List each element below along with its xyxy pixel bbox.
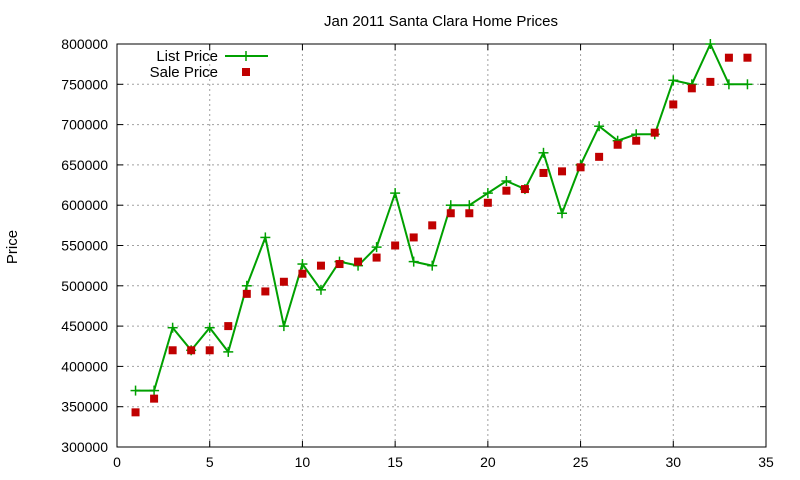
sale-price-point (335, 260, 344, 269)
sale-price-point (316, 261, 325, 270)
x-tick-label: 0 (113, 454, 121, 470)
sale-price-point (520, 185, 529, 194)
list-price-point (167, 322, 178, 333)
x-tick-label: 5 (206, 454, 214, 470)
plot-frame (116, 43, 767, 448)
sale-price-point (224, 322, 233, 331)
sale-price-point (576, 163, 585, 172)
list-price-point (278, 321, 289, 332)
list-price-point (464, 200, 475, 211)
x-tick-label: 35 (758, 454, 774, 470)
y-tick-label: 300000 (61, 439, 108, 455)
axis-ticks: 0 5 10 15 20 25 30 35 300000 350000 400000 450000 50… (61, 36, 774, 470)
legend-label: Sale Price (150, 64, 218, 81)
chart-title: Jan 2011 Santa Clara Home Prices (324, 13, 558, 30)
y-tick-label: 600000 (61, 197, 108, 213)
list-price-point (130, 385, 141, 396)
list-price-point (427, 260, 438, 271)
x-tick-label: 15 (387, 454, 403, 470)
sale-price-point (409, 233, 418, 242)
y-tick-label: 500000 (61, 278, 108, 294)
list-price-point (204, 322, 215, 333)
x-tick-label: 30 (665, 454, 681, 470)
list-price-point (445, 200, 456, 211)
sale-price-point (205, 346, 214, 355)
list-price-point (297, 259, 308, 270)
sale-price-point (650, 128, 659, 137)
list-price-point (482, 188, 493, 199)
list-price-point (390, 188, 401, 199)
sale-price-point (187, 346, 196, 355)
list-price-point (742, 79, 753, 90)
y-axis-label: Price (4, 230, 21, 264)
x-tick-label: 20 (480, 454, 496, 470)
list-price-point (260, 232, 271, 243)
legend-plus-marker (241, 51, 251, 61)
list-price-point (723, 79, 734, 90)
list-price-point (501, 176, 512, 187)
sale-price-point (372, 253, 381, 262)
sale-price-point (428, 221, 437, 230)
list-price-point (408, 256, 419, 267)
legend-square-marker (242, 68, 250, 76)
sale-price-point (539, 168, 548, 177)
sale-price-point (632, 136, 641, 145)
list-price-point (557, 208, 568, 219)
list-price-point (705, 39, 716, 49)
series (130, 39, 753, 417)
list-price-point (371, 242, 382, 253)
sale-price-point (391, 241, 400, 250)
sale-price-point (242, 289, 251, 298)
list-price-point (315, 284, 326, 295)
sale-price-point (502, 186, 511, 195)
x-tick-label: 25 (573, 454, 589, 470)
grid (117, 44, 766, 447)
sale-price-point (613, 140, 622, 149)
sale-price-point (687, 84, 696, 93)
sale-price-point (261, 287, 270, 296)
list-price-point (538, 147, 549, 158)
sale-price-point (706, 77, 715, 86)
y-tick-label: 450000 (61, 318, 108, 334)
y-tick-label: 750000 (61, 76, 108, 92)
sale-price-point (595, 152, 604, 161)
y-tick-label: 800000 (61, 36, 108, 52)
list-price-point (668, 75, 679, 86)
sale-price-point (298, 269, 307, 278)
sale-price-point (724, 53, 733, 62)
sale-price-point (131, 408, 140, 417)
list-price-line (135, 41, 748, 392)
y-tick-label: 650000 (61, 157, 108, 173)
y-tick-label: 700000 (61, 117, 108, 133)
y-tick-label: 550000 (61, 238, 108, 254)
sale-price-point (354, 257, 363, 266)
legend-label: List Price (156, 48, 218, 65)
list-price-point (241, 280, 252, 291)
sale-price-point (446, 209, 455, 218)
y-tick-label: 400000 (61, 358, 108, 374)
sale-price-point (168, 346, 177, 355)
y-tick-label: 350000 (61, 399, 108, 415)
list-price-point (594, 121, 605, 132)
list-price-point (223, 346, 234, 357)
sale-price-point (465, 209, 474, 218)
sale-price-point (558, 167, 567, 176)
sale-price-point (483, 198, 492, 207)
list-price-point (149, 385, 160, 396)
sale-price-point (669, 100, 678, 109)
sale-price-point (279, 277, 288, 286)
x-tick-label: 10 (295, 454, 311, 470)
sale-price-point (743, 53, 752, 62)
sale-price-point (150, 394, 159, 403)
